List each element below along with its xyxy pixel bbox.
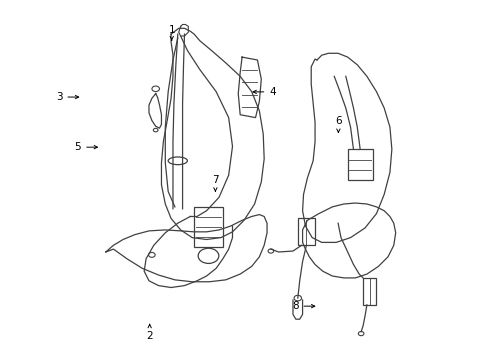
- Bar: [297, 219, 314, 245]
- Text: 2: 2: [146, 324, 153, 341]
- Text: 6: 6: [334, 116, 341, 132]
- Text: 8: 8: [291, 301, 314, 311]
- Text: 1: 1: [168, 25, 175, 40]
- Bar: [362, 278, 376, 305]
- Text: 5: 5: [74, 142, 97, 152]
- Text: 7: 7: [212, 175, 218, 191]
- Text: 3: 3: [56, 92, 79, 102]
- Text: 4: 4: [253, 87, 275, 97]
